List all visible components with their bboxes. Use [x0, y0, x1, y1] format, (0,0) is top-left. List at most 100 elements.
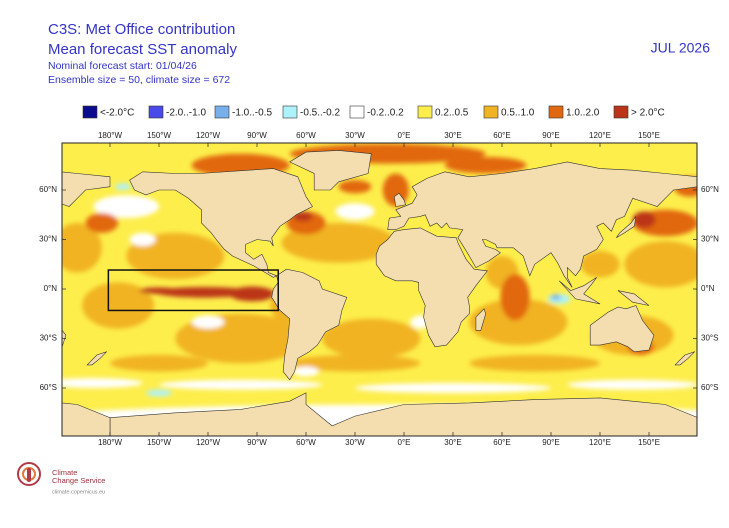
anomaly-patch [129, 232, 156, 247]
landmass [558, 277, 601, 305]
lon-label-bottom: 90°E [542, 438, 559, 447]
anomaly-patch [114, 183, 132, 190]
anomaly-patch [289, 355, 421, 372]
lon-label-bottom: 60°E [493, 438, 510, 447]
legend-swatch [548, 105, 564, 119]
lon-label-top: 90°E [542, 131, 559, 140]
landmass [375, 227, 488, 348]
ensemble-size: Ensemble size = 50, climate size = 672 [48, 74, 230, 86]
legend-label: -0.2..0.2 [367, 108, 404, 119]
lat-label-left: 0°N [44, 284, 58, 293]
logo-thermometer [27, 468, 31, 482]
anomaly-shading [62, 143, 697, 431]
map [0, 143, 697, 436]
anomaly-patch [110, 355, 208, 372]
anomaly-patch [155, 287, 254, 298]
anomaly-patch [500, 274, 530, 321]
logo: Climate Change Service climate.copernicu… [17, 462, 105, 495]
land [0, 150, 697, 436]
legend-swatch [613, 105, 629, 119]
lat-label-left: 60°S [40, 383, 57, 392]
lon-label-top: 30°E [444, 131, 461, 140]
landmass [393, 192, 406, 207]
landmass [475, 308, 487, 331]
anomaly-patch [93, 194, 159, 219]
legend-swatch [148, 105, 164, 119]
landmass [387, 161, 697, 288]
lat-label-right: 60°N [701, 185, 719, 194]
legend-swatch [214, 105, 230, 119]
lon-label-top: 150°E [638, 131, 660, 140]
legend-swatch [82, 105, 98, 119]
landmass [589, 305, 655, 353]
anomaly-patch [159, 379, 323, 390]
legend-label: 0.5..1.0 [501, 108, 535, 119]
forecast-start: Nominal forecast start: 01/04/26 [48, 60, 197, 72]
lat-label-right: 30°N [701, 235, 719, 244]
valid-month: JUL 2026 [651, 40, 711, 56]
lat-label-left: 30°N [39, 235, 57, 244]
lat-label-left: 60°N [39, 185, 57, 194]
landmass [86, 351, 107, 366]
axes: 180°W 180°W 150°W 150°W 120°W 120°W 90°W 90°W 60… [39, 131, 719, 447]
anomaly-patch [335, 203, 375, 220]
logo-text: Change Service [52, 476, 105, 485]
lon-label-bottom: 150°E [638, 438, 660, 447]
legend-label: 1.0..2.0 [566, 108, 600, 119]
anomaly-patch [62, 378, 143, 388]
lon-label-top: 150°W [147, 131, 172, 140]
landmass [674, 351, 695, 366]
legend-swatch [349, 105, 365, 119]
landmass [0, 277, 12, 304]
lat-label-right: 60°S [701, 383, 718, 392]
anomaly-patch [229, 286, 275, 302]
landmass [62, 402, 111, 436]
lon-label-bottom: 0°E [398, 438, 411, 447]
lon-label-bottom: 120°W [196, 438, 221, 447]
anomaly-patch [469, 355, 600, 372]
anomaly-patch [292, 366, 320, 377]
legend-label: -0.5..-0.2 [300, 108, 340, 119]
lon-label-bottom: 90°W [247, 438, 267, 447]
legend: <-2.0°C -2.0..-1.0 -1.0..-0.5 -0.5..-0.2 -0.… [82, 105, 665, 119]
lat-label-right: 30°S [701, 334, 718, 343]
legend-label: <-2.0°C [100, 108, 134, 119]
legend-swatch [417, 105, 433, 119]
legend-swatch [282, 105, 298, 119]
anomaly-patch [322, 318, 421, 359]
landmass [62, 171, 111, 207]
lon-label-top: 90°W [247, 131, 267, 140]
lon-label-bottom: 120°E [589, 438, 611, 447]
anomaly-patch [580, 251, 620, 278]
anomaly-patch [624, 241, 697, 288]
nino-box [107, 269, 279, 312]
landmass [109, 392, 697, 436]
logo-ring [17, 462, 41, 486]
logo-text: Climate [52, 468, 77, 477]
landmass [62, 329, 67, 349]
landmass [289, 150, 372, 191]
lon-label-bottom: 180°W [98, 438, 123, 447]
anomaly-patch [62, 223, 102, 273]
lon-label-bottom: 30°E [444, 438, 461, 447]
anomaly-patch [355, 383, 551, 393]
lat-label-left: 30°S [40, 334, 57, 343]
lon-label-top: 0°E [398, 131, 411, 140]
landmass [271, 268, 348, 381]
subtitle: Mean forecast SST anomaly [48, 41, 237, 58]
logo-url: climate.copernicus.eu [52, 489, 105, 495]
lon-label-bottom: 60°W [296, 438, 316, 447]
lon-label-bottom: 150°W [147, 438, 172, 447]
anomaly-patch [444, 157, 527, 174]
landmass [617, 290, 650, 306]
legend-swatch [483, 105, 499, 119]
lat-label-right: 0°N [701, 284, 715, 293]
lon-label-top: 30°W [345, 131, 365, 140]
lon-label-bottom: 30°W [345, 438, 365, 447]
anomaly-patch [469, 298, 568, 346]
landmass [129, 168, 313, 278]
title: C3S: Met Office contribution [48, 21, 235, 38]
anomaly-patch [191, 315, 225, 329]
anomaly-patch [145, 389, 173, 397]
